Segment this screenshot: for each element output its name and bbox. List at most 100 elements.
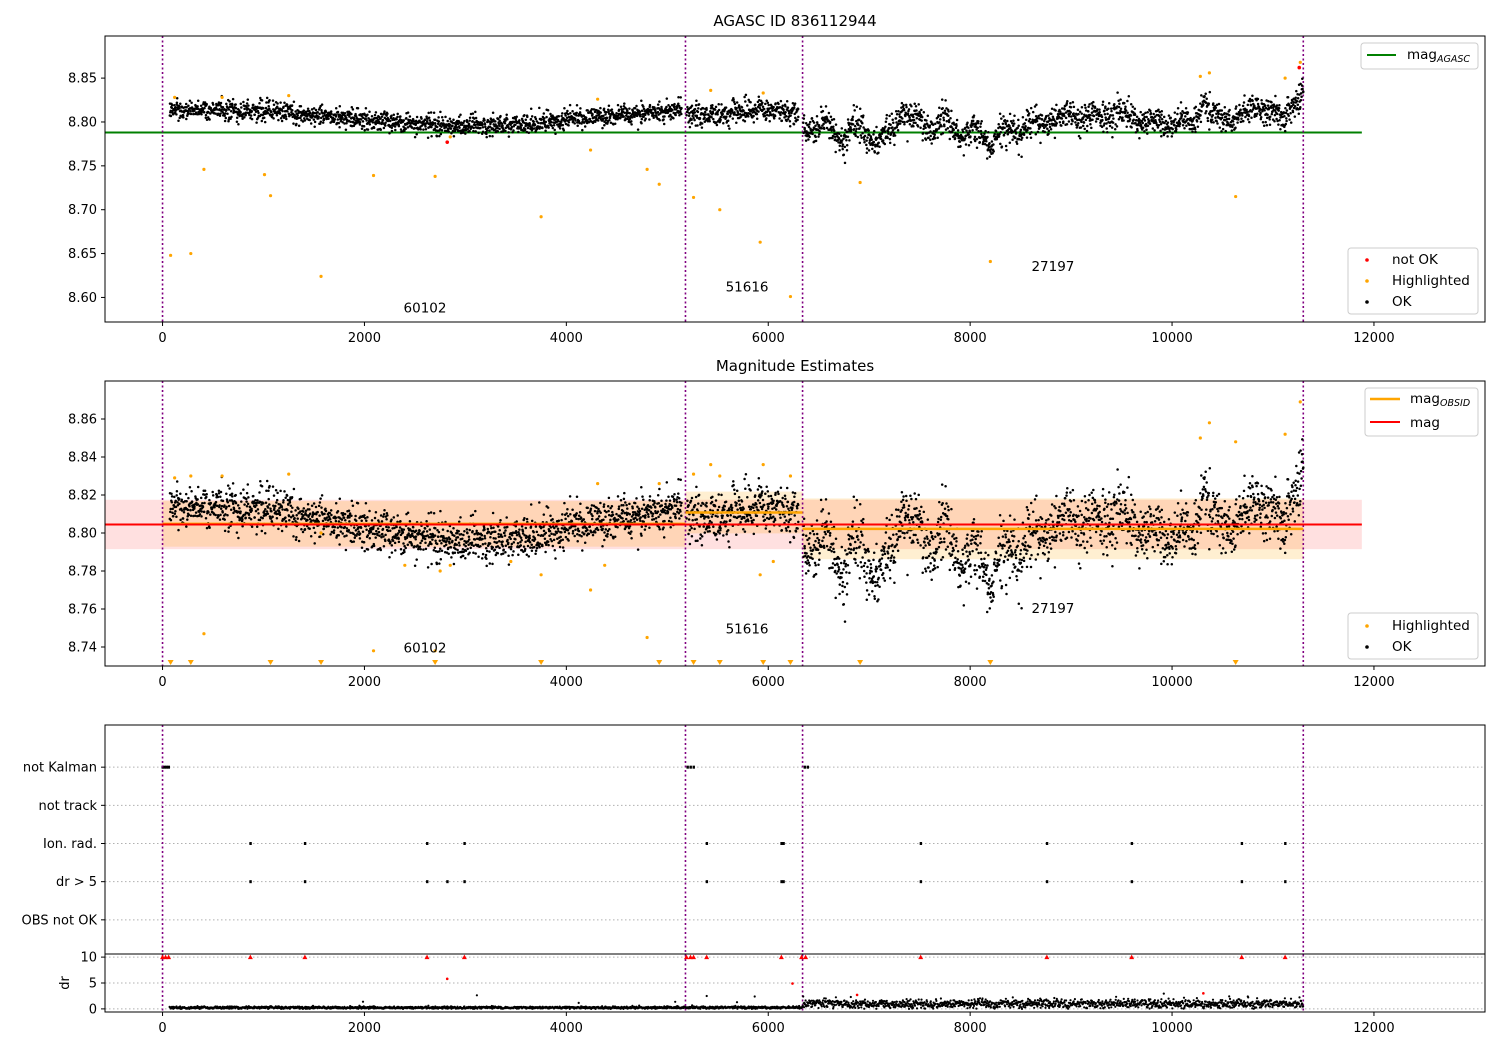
ok-point (292, 122, 295, 125)
ok-point (439, 110, 442, 114)
ok-point (1029, 106, 1033, 110)
ok-point (1279, 127, 1282, 131)
ok-point (1208, 113, 1212, 116)
ok-point (979, 129, 983, 133)
ok-point (484, 542, 487, 545)
ok-point (727, 124, 730, 128)
ok-point (852, 127, 856, 131)
ok-point (280, 529, 284, 533)
ok-point (392, 516, 396, 519)
ok-point (1173, 111, 1177, 114)
ok-point (840, 127, 844, 130)
ok-point (391, 124, 395, 127)
ok-point (430, 135, 433, 138)
highlighted-point (988, 259, 992, 264)
ok-point (300, 528, 303, 531)
ok-point (303, 118, 307, 122)
ok-point (717, 108, 721, 112)
ok-point (1017, 124, 1020, 128)
ok-point (324, 507, 327, 511)
ok-point (509, 123, 512, 126)
ok-point (225, 492, 228, 496)
ok-point (179, 102, 182, 106)
ok-point (802, 117, 806, 120)
legend-label-not-ok: not OK (1392, 252, 1439, 268)
ok-point (422, 530, 426, 533)
ok-point (257, 512, 260, 515)
ok-point (486, 527, 490, 531)
ok-point (642, 107, 646, 111)
ok-point (219, 495, 222, 498)
ok-point (368, 110, 371, 114)
ok-point (1141, 126, 1145, 129)
ok-point (1014, 136, 1017, 139)
ok-point (308, 111, 312, 115)
ok-point (177, 104, 181, 108)
ok-point (239, 102, 243, 105)
ok-point (902, 103, 905, 107)
ok-point (231, 502, 235, 506)
ok-point (463, 119, 466, 123)
ok-point (910, 105, 913, 108)
ok-point (610, 108, 614, 111)
ok-point (933, 133, 936, 136)
ok-point (1025, 136, 1029, 139)
ok-point (980, 119, 983, 123)
ok-point (743, 120, 747, 123)
ok-point (275, 501, 278, 504)
ok-point (203, 101, 207, 104)
ok-point (245, 500, 248, 503)
ok-point (705, 108, 708, 111)
ok-point (680, 112, 683, 116)
ok-point (177, 497, 181, 500)
ok-point (390, 114, 393, 118)
ok-point (883, 130, 887, 133)
ok-point (474, 552, 477, 555)
ok-point (883, 142, 887, 146)
ok-point (453, 121, 456, 125)
ok-point (1122, 119, 1125, 122)
ok-point (424, 128, 428, 131)
ok-point (523, 517, 526, 520)
ok-point (491, 111, 495, 115)
ok-point (1282, 111, 1286, 114)
ok-point (688, 125, 692, 129)
ok-point (1297, 112, 1301, 116)
ok-point (673, 102, 676, 106)
ok-point (726, 112, 730, 116)
ok-point (249, 518, 253, 521)
ok-point (958, 140, 962, 143)
ok-point (965, 129, 968, 132)
ok-point (342, 516, 346, 520)
ok-point (1098, 111, 1101, 114)
ok-point (1088, 103, 1091, 106)
ok-point (364, 107, 368, 110)
ok-point (575, 114, 578, 117)
ok-point (1074, 121, 1077, 124)
ok-point (268, 107, 271, 111)
ok-point (730, 109, 734, 112)
ok-point (1159, 129, 1162, 133)
ok-point (1228, 114, 1231, 117)
ok-point (336, 110, 340, 114)
ok-point (291, 109, 294, 112)
ok-point (752, 114, 755, 118)
ok-point (501, 124, 504, 128)
ok-point (644, 117, 647, 121)
ok-point (240, 106, 243, 109)
ok-point (1202, 103, 1205, 106)
ok-point (978, 140, 982, 144)
ok-point (749, 101, 752, 104)
ok-point (227, 530, 230, 533)
ok-point (1199, 114, 1202, 117)
ok-point (858, 141, 862, 145)
ok-point (474, 509, 477, 513)
ok-point (376, 527, 380, 530)
ok-point (343, 512, 347, 516)
ok-point (471, 119, 474, 123)
ok-point (366, 548, 370, 551)
ok-point (690, 104, 694, 108)
ok-point (636, 128, 640, 131)
ok-point (321, 519, 325, 523)
ok-point (330, 513, 333, 517)
